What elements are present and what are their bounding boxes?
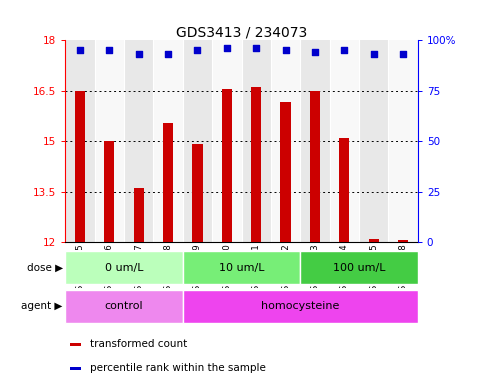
Text: 10 um/L: 10 um/L xyxy=(219,263,264,273)
Bar xyxy=(70,367,81,370)
Bar xyxy=(154,40,183,242)
Bar xyxy=(281,103,291,242)
Bar xyxy=(192,144,202,242)
Bar xyxy=(212,40,242,242)
Text: control: control xyxy=(105,301,143,311)
Point xyxy=(399,51,407,58)
Bar xyxy=(359,40,388,242)
Point xyxy=(311,49,319,55)
Bar xyxy=(75,91,85,242)
Bar xyxy=(330,40,359,242)
Bar xyxy=(310,91,320,242)
Bar xyxy=(65,40,95,242)
Point xyxy=(135,51,142,58)
Text: transformed count: transformed count xyxy=(90,339,187,349)
Point xyxy=(164,51,172,58)
Bar xyxy=(163,122,173,242)
Bar xyxy=(183,252,300,284)
Bar xyxy=(271,40,300,242)
Bar xyxy=(300,40,330,242)
Point xyxy=(194,47,201,53)
Bar xyxy=(124,40,154,242)
Text: 0 um/L: 0 um/L xyxy=(105,263,143,273)
Bar xyxy=(398,240,408,242)
Text: percentile rank within the sample: percentile rank within the sample xyxy=(90,363,266,373)
Point xyxy=(370,51,378,58)
Title: GDS3413 / 234073: GDS3413 / 234073 xyxy=(176,25,307,39)
Bar xyxy=(133,188,144,242)
Text: 100 um/L: 100 um/L xyxy=(333,263,385,273)
Text: homocysteine: homocysteine xyxy=(261,301,340,311)
Bar xyxy=(65,252,183,284)
Bar xyxy=(242,40,271,242)
Bar xyxy=(339,138,350,242)
Bar xyxy=(183,290,418,323)
Point xyxy=(76,47,84,53)
Point xyxy=(223,45,231,51)
Text: dose ▶: dose ▶ xyxy=(27,263,63,273)
Bar xyxy=(104,141,114,242)
Bar xyxy=(70,343,81,346)
Point xyxy=(341,47,348,53)
Text: agent ▶: agent ▶ xyxy=(21,301,63,311)
Bar xyxy=(65,290,183,323)
Bar xyxy=(251,87,261,242)
Bar xyxy=(300,252,418,284)
Bar xyxy=(222,89,232,242)
Bar xyxy=(369,238,379,242)
Point xyxy=(282,47,289,53)
Bar xyxy=(95,40,124,242)
Bar xyxy=(183,40,212,242)
Point xyxy=(105,47,113,53)
Point xyxy=(252,45,260,51)
Bar xyxy=(388,40,418,242)
